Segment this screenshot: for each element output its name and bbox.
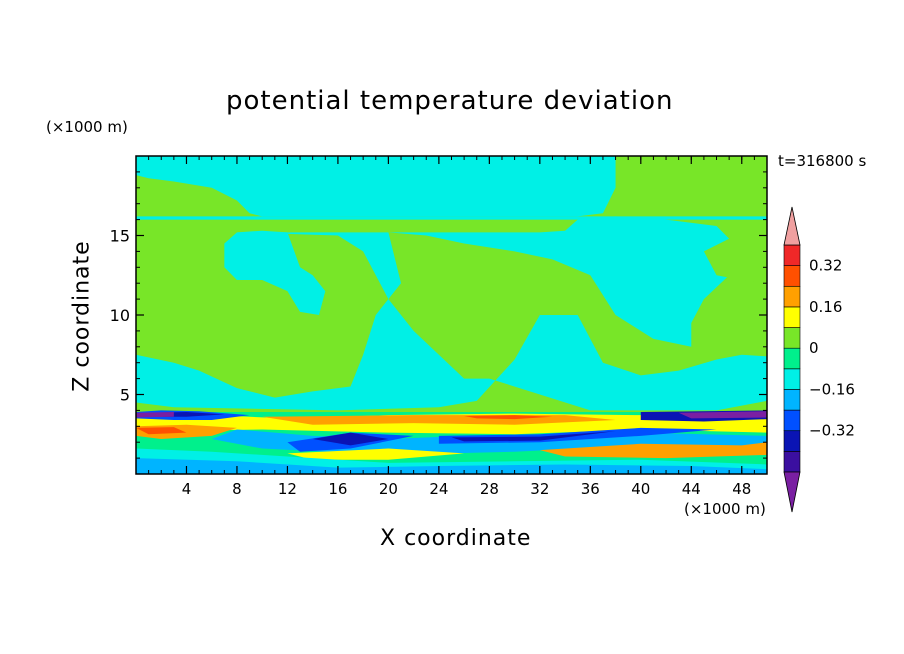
colorbar-band — [783, 244, 801, 266]
colorbar-band — [783, 285, 801, 308]
yellow-band — [287, 448, 465, 460]
mint-patch — [388, 216, 742, 347]
x-tick-label: 24 — [429, 480, 448, 498]
x-tick-label: 16 — [328, 480, 347, 498]
x-axis-units: (×1000 m) — [684, 500, 766, 518]
colorbar-band — [783, 389, 801, 411]
colorbar-band — [783, 451, 801, 473]
colorbar-band — [783, 306, 801, 328]
colorbar: 0.32 0.16 0 −0.16 −0.32 — [783, 206, 855, 513]
x-tick-label: 40 — [631, 480, 650, 498]
x-axis-label: X coordinate — [380, 526, 532, 551]
chart-title: potential temperature deviation — [226, 86, 674, 116]
red-band — [136, 427, 187, 435]
colorbar-band — [783, 368, 801, 390]
timestamp-label: t=316800 s — [778, 152, 867, 170]
mint-patch — [224, 230, 326, 315]
cyan-band — [136, 458, 767, 474]
purple-band — [136, 411, 174, 418]
navy-band — [451, 431, 616, 442]
y-axis: 5 10 15 — [110, 171, 767, 459]
x-tick-label: 48 — [732, 480, 751, 498]
y-axis-units: (×1000 m) — [46, 118, 128, 136]
colorbar-band — [783, 430, 801, 452]
colorbar-extend-top — [783, 206, 801, 246]
colorbar-tick-label: −0.16 — [809, 380, 855, 398]
x-tick-label: 32 — [530, 480, 549, 498]
x-axis: 4 8 12 16 20 24 28 32 36 40 44 48 — [148, 156, 755, 498]
colorbar-tick-label: 0 — [809, 339, 819, 357]
x-tick-label: 4 — [182, 480, 192, 498]
mint-patch — [136, 232, 767, 411]
colorbar-band — [783, 409, 801, 432]
mint-patch — [136, 156, 616, 217]
colorbar-extend-bottom — [783, 471, 801, 513]
colorbar-tick-label: −0.32 — [809, 422, 855, 440]
x-tick-label: 12 — [278, 480, 297, 498]
x-tick-label: 20 — [379, 480, 398, 498]
colorbar-band — [783, 347, 801, 370]
orange-band — [539, 442, 767, 459]
x-tick-label: 44 — [682, 480, 701, 498]
y-axis-label: Z coordinate — [69, 240, 95, 392]
green-patch — [703, 232, 767, 284]
x-tick-label: 36 — [581, 480, 600, 498]
colorbar-tick-label: 0.16 — [809, 298, 842, 316]
red-band — [464, 415, 553, 420]
colorbar-tick-label: 0.32 — [809, 257, 842, 275]
colorbar-band — [783, 327, 801, 349]
navy-band — [312, 432, 389, 446]
mint-stripe — [136, 216, 767, 220]
purple-band — [678, 411, 767, 419]
colorbar-band — [783, 265, 801, 287]
contour-field — [136, 156, 767, 474]
y-tick-label: 15 — [110, 227, 130, 246]
x-tick-label: 28 — [480, 480, 499, 498]
y-tick-label: 5 — [120, 386, 130, 405]
x-tick-label: 8 — [232, 480, 242, 498]
y-tick-label: 10 — [110, 306, 130, 325]
